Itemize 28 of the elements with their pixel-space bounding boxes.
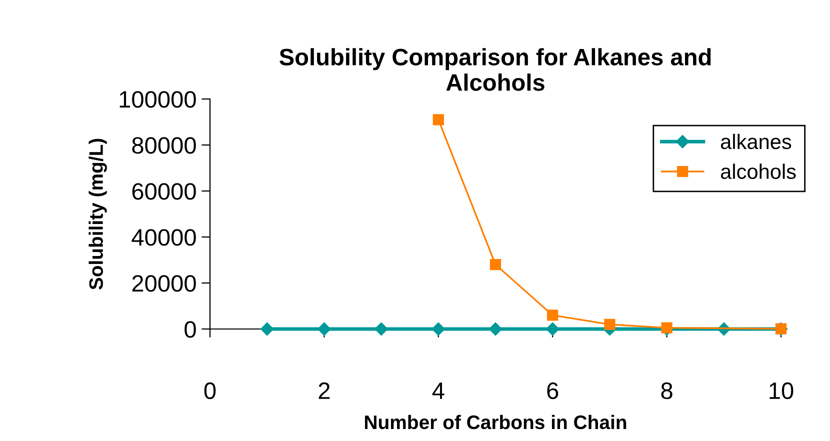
- x-tick-label: 6: [547, 382, 558, 400]
- point: [547, 310, 558, 321]
- x-tick-label: 4: [432, 382, 444, 399]
- legend-label: alcohols: [720, 164, 796, 179]
- point: [260, 322, 274, 336]
- point: [604, 318, 616, 330]
- point: [432, 114, 444, 126]
- y-tick-label: 100000: [120, 91, 196, 108]
- point: [661, 322, 672, 334]
- x-tick-label: 10: [770, 382, 794, 400]
- x-axis-title: Number of Carbons in Chain: [365, 414, 626, 430]
- y-tick-label: 40000: [132, 229, 196, 246]
- point: [374, 322, 388, 336]
- point: [488, 322, 502, 336]
- x-tick-label: 8: [661, 382, 672, 400]
- legend-label: alkanes: [720, 134, 792, 150]
- chart-title: Solubility Comparison for Alkanes and Alcohols: [280, 48, 711, 91]
- point: [490, 259, 502, 270]
- y-axis-title: Solubility (mg/L): [88, 138, 107, 290]
- x-tick-label: 0: [204, 382, 216, 400]
- y-tick-label: 60000: [132, 183, 196, 200]
- y-tick-label: 0: [184, 321, 196, 338]
- point: [432, 322, 445, 336]
- y-tick-label: 80000: [132, 137, 196, 154]
- point: [318, 322, 331, 336]
- x-tick-label: 2: [318, 382, 330, 399]
- y-tick-label: 20000: [132, 275, 196, 292]
- point: [546, 322, 560, 336]
